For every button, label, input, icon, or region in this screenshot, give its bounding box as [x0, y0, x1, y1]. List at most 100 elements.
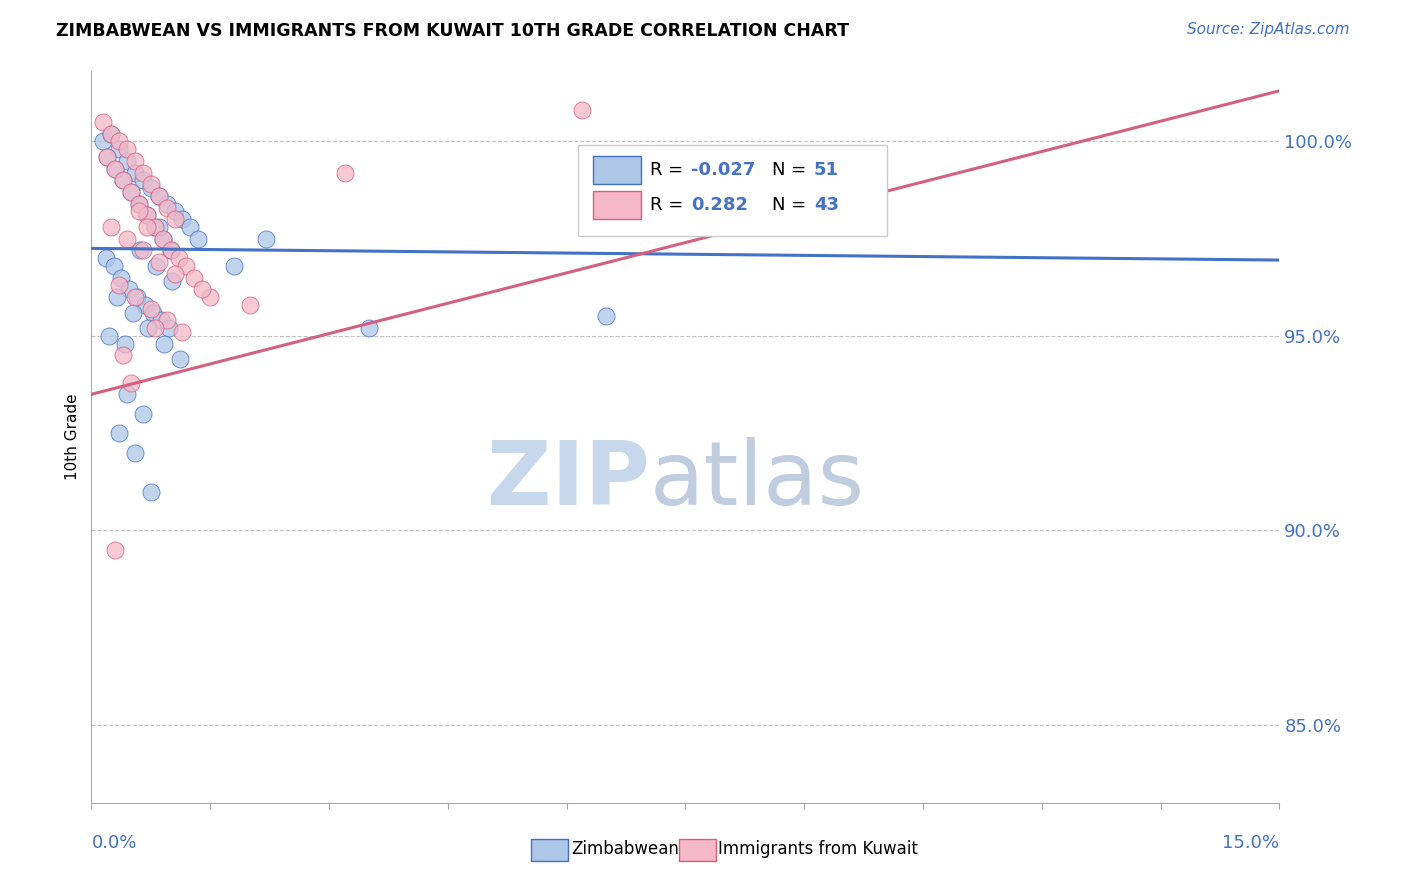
Text: N =: N =	[772, 161, 813, 179]
Point	[112, 173, 135, 187]
Point	[183, 270, 205, 285]
Point	[115, 387, 138, 401]
Text: ZIMBABWEAN VS IMMIGRANTS FROM KUWAIT 10TH GRADE CORRELATION CHART: ZIMBABWEAN VS IMMIGRANTS FROM KUWAIT 10T…	[56, 22, 849, 40]
Text: 0.0%: 0.0%	[91, 834, 136, 852]
Text: Source: ZipAtlas.com: Source: ZipAtlas.com	[1187, 22, 1350, 37]
Point	[139, 484, 162, 499]
Point	[104, 161, 127, 176]
Point	[127, 290, 149, 304]
Point	[115, 153, 138, 168]
Point	[112, 173, 135, 187]
Point	[357, 321, 380, 335]
Point	[160, 275, 183, 289]
Point	[254, 232, 277, 246]
FancyBboxPatch shape	[593, 156, 641, 184]
Point	[96, 150, 118, 164]
Point	[108, 142, 131, 156]
Point	[108, 278, 131, 293]
Y-axis label: 10th Grade: 10th Grade	[65, 393, 80, 481]
Point	[167, 251, 190, 265]
Point	[139, 181, 162, 195]
Point	[132, 244, 155, 258]
Text: N =: N =	[772, 196, 813, 214]
Point	[143, 219, 166, 234]
Point	[108, 426, 131, 441]
Point	[138, 321, 160, 335]
Point	[191, 282, 214, 296]
Text: 43: 43	[814, 196, 839, 214]
Point	[110, 270, 132, 285]
Text: ZIP: ZIP	[486, 437, 650, 524]
Text: R =: R =	[650, 161, 689, 179]
Point	[163, 267, 186, 281]
Point	[96, 150, 118, 164]
Point	[148, 219, 170, 234]
Point	[128, 204, 150, 219]
Point	[143, 219, 166, 234]
Point	[132, 165, 155, 179]
Point	[132, 173, 155, 187]
Point	[100, 219, 122, 234]
Point	[128, 196, 150, 211]
Point	[172, 212, 194, 227]
Point	[187, 232, 209, 246]
Point	[156, 201, 179, 215]
Point	[159, 244, 181, 258]
Point	[121, 305, 143, 319]
Point	[148, 255, 170, 269]
Point	[108, 135, 131, 149]
Point	[222, 259, 245, 273]
Point	[115, 232, 138, 246]
Point	[143, 321, 166, 335]
Point	[124, 445, 146, 459]
Point	[135, 208, 157, 222]
Point	[128, 196, 150, 211]
Point	[105, 290, 128, 304]
Text: 51: 51	[814, 161, 839, 179]
Point	[156, 313, 179, 327]
Point	[134, 298, 156, 312]
Point	[115, 142, 138, 156]
Point	[156, 196, 179, 211]
Point	[163, 212, 186, 227]
Point	[172, 325, 194, 339]
Point	[100, 127, 122, 141]
Point	[97, 329, 120, 343]
Point	[571, 103, 593, 118]
Point	[104, 542, 127, 557]
Point	[139, 177, 162, 191]
Point	[148, 189, 170, 203]
Point	[114, 336, 136, 351]
Point	[91, 115, 114, 129]
Point	[333, 165, 356, 179]
Point	[120, 185, 142, 199]
Point	[104, 161, 127, 176]
Text: 0.282: 0.282	[692, 196, 748, 214]
Point	[142, 305, 165, 319]
Point	[153, 336, 176, 351]
Point	[145, 259, 167, 273]
Point	[118, 282, 141, 296]
Point	[169, 352, 191, 367]
Point	[120, 376, 142, 390]
Point	[94, 251, 117, 265]
Text: -0.027: -0.027	[692, 161, 756, 179]
Point	[91, 135, 114, 149]
Point	[124, 153, 146, 168]
Point	[103, 259, 125, 273]
Point	[159, 244, 181, 258]
Point	[129, 244, 152, 258]
Point	[152, 232, 174, 246]
Point	[124, 290, 146, 304]
Point	[124, 165, 146, 179]
FancyBboxPatch shape	[593, 191, 641, 219]
Point	[239, 298, 262, 312]
Text: R =: R =	[650, 196, 689, 214]
Text: 15.0%: 15.0%	[1222, 834, 1279, 852]
Point	[595, 310, 617, 324]
FancyBboxPatch shape	[578, 145, 887, 235]
Point	[135, 208, 157, 222]
Point	[176, 259, 198, 273]
Text: Zimbabweans: Zimbabweans	[571, 840, 688, 858]
Point	[152, 232, 174, 246]
